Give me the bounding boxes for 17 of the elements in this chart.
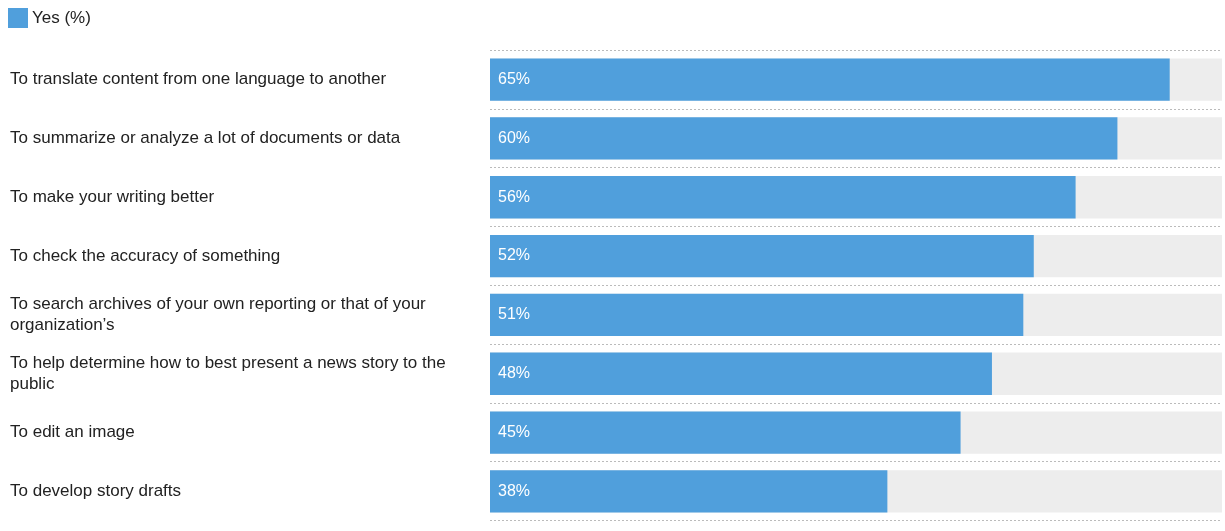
- y-tick-label: To search archives of your own reporting or that of your organization’s: [10, 294, 427, 334]
- data-label: 52%: [498, 246, 531, 264]
- data-label: 60%: [498, 128, 531, 146]
- y-tick-label: To make your writing better: [10, 186, 215, 206]
- data-label: 45%: [498, 422, 531, 440]
- y-tick-label: To develop story drafts: [10, 481, 182, 501]
- y-tick-label: To help determine how to best present a news story to the public: [10, 353, 446, 393]
- data-label: 51%: [498, 305, 531, 323]
- y-tick-label: To edit an image: [10, 422, 135, 442]
- y-tick-label: To summarize or analyze a lot of documents or data: [10, 128, 401, 148]
- data-label: 56%: [498, 187, 531, 205]
- y-tick-label: To translate content from one language to another: [10, 69, 387, 89]
- y-tick-label: To check the accuracy of something: [10, 245, 281, 265]
- data-label: 65%: [498, 70, 531, 88]
- data-label: 38%: [498, 481, 531, 499]
- data-label: 48%: [498, 364, 531, 382]
- legend-label: Yes (%): [32, 8, 91, 28]
